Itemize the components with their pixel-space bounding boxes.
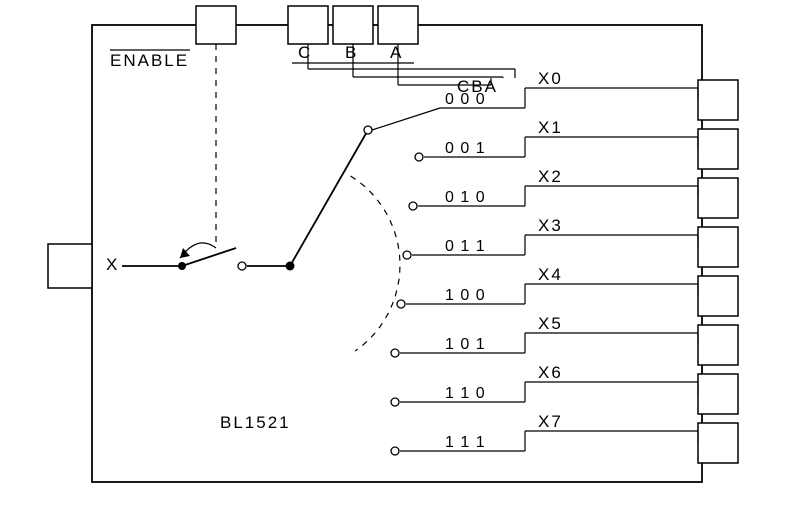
- bits-x5: 1 0 1: [445, 336, 486, 353]
- output-pin-x6: [698, 374, 738, 414]
- bits-x3: 0 1 1: [445, 238, 486, 255]
- label-a: A: [390, 43, 403, 62]
- output-label-x7: X7: [538, 412, 563, 431]
- bits-x6: 1 1 0: [445, 385, 486, 402]
- input-pin-x: [48, 244, 92, 288]
- bits-x4: 1 0 0: [445, 287, 486, 304]
- part-number: BL1521: [220, 413, 291, 432]
- output-pin-x0: [698, 80, 738, 120]
- label-c: C: [298, 43, 312, 62]
- label-b: B: [345, 43, 358, 62]
- cba-header: CBA: [457, 77, 498, 96]
- output-label-x1: X1: [538, 118, 563, 137]
- output-label-x4: X4: [538, 265, 563, 284]
- bits-x2: 0 1 0: [445, 189, 486, 206]
- bits-x1: 0 0 1: [445, 140, 486, 157]
- output-label-x5: X5: [538, 314, 563, 333]
- select-pin-B: [333, 6, 373, 44]
- output-pin-x1: [698, 129, 738, 169]
- output-label-x3: X3: [538, 216, 563, 235]
- output-pin-x5: [698, 325, 738, 365]
- output-pin-x4: [698, 276, 738, 316]
- output-label-x0: X0: [538, 69, 563, 88]
- output-pin-x2: [698, 178, 738, 218]
- input-label-x: X: [106, 255, 119, 274]
- output-pin-x7: [698, 423, 738, 463]
- enable-pin: [196, 6, 236, 44]
- output-label-x6: X6: [538, 363, 563, 382]
- select-pin-C: [288, 6, 328, 44]
- enable-label: ENABLE: [110, 51, 189, 70]
- output-label-x2: X2: [538, 167, 563, 186]
- output-pin-x3: [698, 227, 738, 267]
- bits-x7: 1 1 1: [445, 434, 486, 451]
- demux-schematic: CBAENABLEXX00 0 0X10 0 1X20 1 0X30 1 1X4…: [0, 0, 811, 507]
- select-pin-A: [378, 6, 418, 44]
